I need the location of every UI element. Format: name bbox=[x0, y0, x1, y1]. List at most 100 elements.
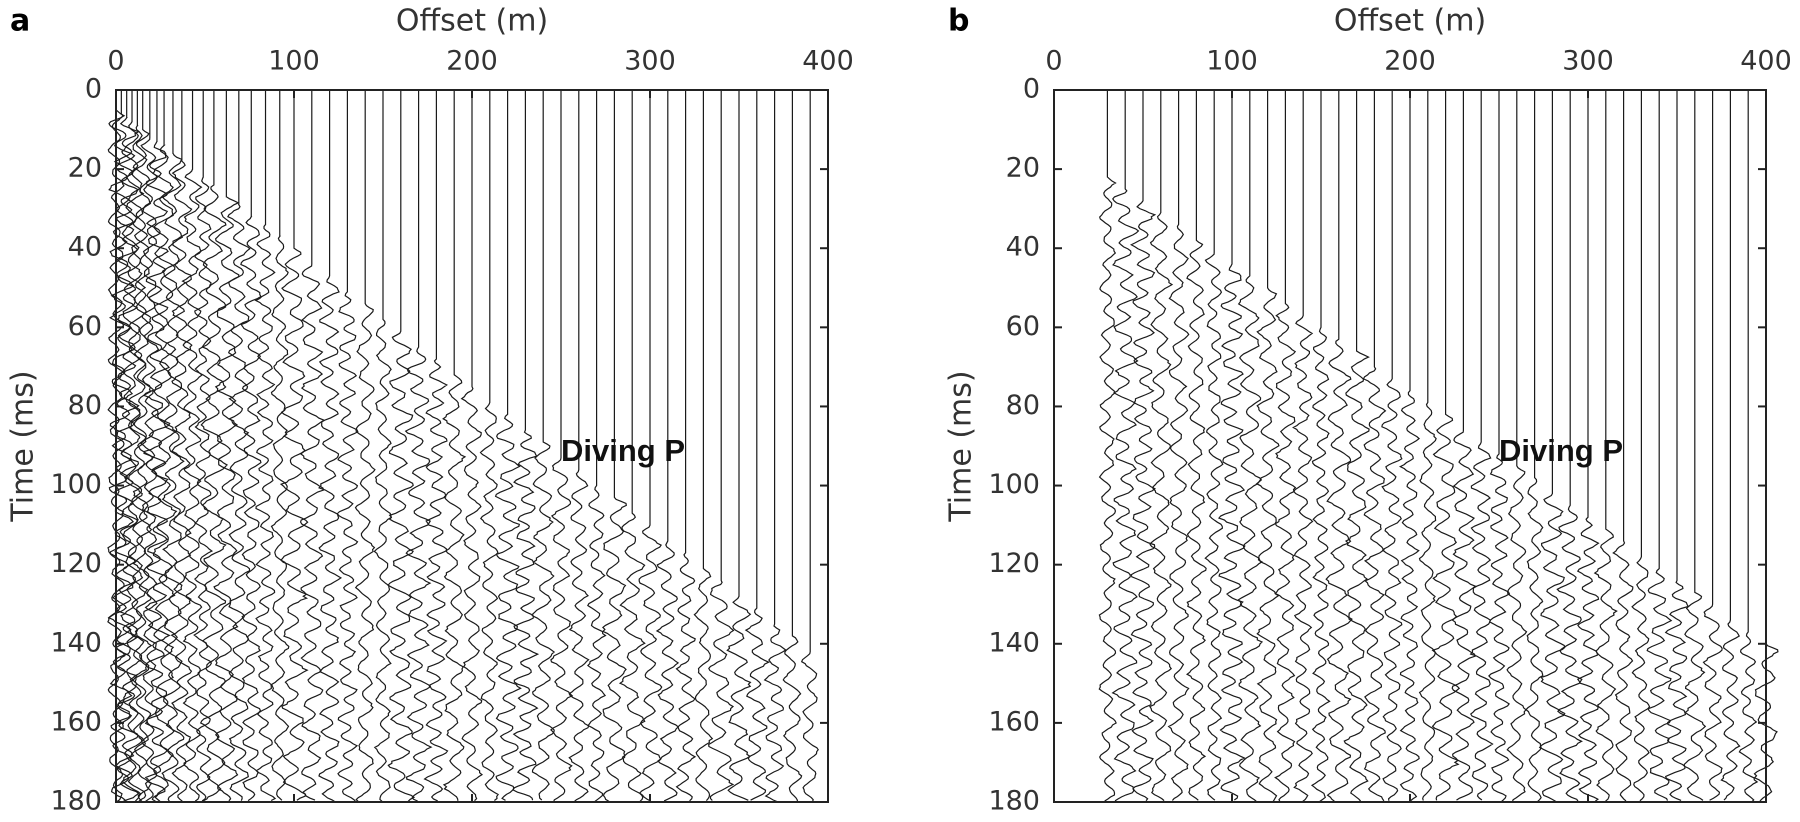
trace bbox=[107, 90, 126, 803]
trace bbox=[1631, 90, 1651, 802]
trace bbox=[1556, 90, 1583, 802]
trace bbox=[1362, 90, 1387, 802]
trace bbox=[1576, 90, 1600, 802]
trace bbox=[1292, 90, 1314, 802]
trace bbox=[1646, 90, 1673, 801]
trace bbox=[1217, 90, 1246, 801]
trace bbox=[1130, 90, 1157, 802]
y-tick-label: 140 bbox=[988, 627, 1040, 658]
y-tick-label: 120 bbox=[988, 548, 1040, 579]
annotation: Diving P bbox=[1499, 433, 1623, 468]
annotation: Diving P bbox=[561, 433, 685, 468]
x-axis-label: Offset (m) bbox=[396, 4, 548, 39]
trace bbox=[240, 90, 262, 802]
trace bbox=[1612, 90, 1634, 802]
trace bbox=[479, 90, 499, 801]
trace bbox=[782, 90, 803, 802]
trace bbox=[1274, 90, 1297, 802]
trace bbox=[423, 90, 449, 802]
x-tick-label: 400 bbox=[1740, 46, 1792, 77]
trace bbox=[161, 90, 186, 802]
trace bbox=[1702, 90, 1723, 801]
trace bbox=[1381, 90, 1403, 801]
trace bbox=[693, 90, 714, 802]
y-tick-label: 120 bbox=[50, 548, 102, 579]
trace bbox=[568, 90, 590, 803]
trace bbox=[193, 90, 214, 802]
y-tick-label: 20 bbox=[1006, 153, 1040, 184]
trace bbox=[113, 90, 140, 803]
panel-label: a bbox=[10, 4, 30, 39]
trace bbox=[387, 90, 416, 802]
trace bbox=[763, 90, 787, 803]
trace bbox=[531, 90, 556, 801]
y-tick-label: 0 bbox=[85, 74, 102, 105]
trace bbox=[213, 90, 240, 802]
trace bbox=[549, 90, 574, 803]
trace bbox=[404, 90, 433, 802]
trace bbox=[120, 90, 145, 803]
y-tick-label: 100 bbox=[50, 469, 102, 500]
trace bbox=[299, 90, 325, 801]
trace bbox=[726, 90, 752, 801]
trace bbox=[170, 90, 193, 802]
y-tick-label: 80 bbox=[1006, 390, 1040, 421]
trace bbox=[1398, 90, 1421, 802]
trace bbox=[270, 90, 290, 801]
x-tick-label: 300 bbox=[624, 46, 676, 77]
x-tick-label: 400 bbox=[802, 46, 854, 77]
y-tick-label: 0 bbox=[1023, 74, 1040, 105]
trace bbox=[354, 90, 376, 803]
trace bbox=[1683, 90, 1707, 801]
y-tick-label: 40 bbox=[68, 232, 102, 263]
trace bbox=[655, 90, 680, 802]
trace bbox=[1343, 90, 1370, 802]
trace bbox=[1325, 90, 1353, 802]
y-tick-label: 20 bbox=[68, 153, 102, 184]
trace bbox=[638, 90, 663, 802]
y-axis-label: Time (ms) bbox=[944, 370, 979, 522]
y-tick-label: 180 bbox=[988, 786, 1040, 817]
trace bbox=[1418, 90, 1437, 801]
trace bbox=[1469, 90, 1494, 801]
trace bbox=[744, 90, 771, 801]
trace bbox=[336, 90, 359, 803]
y-tick-label: 160 bbox=[988, 706, 1040, 737]
trace bbox=[151, 90, 178, 802]
trace bbox=[1525, 90, 1544, 803]
x-tick-label: 0 bbox=[1045, 46, 1062, 77]
trace bbox=[254, 90, 277, 802]
trace bbox=[279, 90, 309, 801]
x-tick-label: 200 bbox=[446, 46, 498, 77]
trace bbox=[1488, 90, 1511, 803]
x-tick-label: 100 bbox=[268, 46, 320, 77]
trace bbox=[199, 90, 228, 802]
trace bbox=[586, 90, 607, 803]
trace bbox=[227, 90, 251, 801]
trace bbox=[442, 90, 467, 801]
trace bbox=[1255, 90, 1280, 803]
trace bbox=[494, 90, 522, 801]
x-tick-label: 200 bbox=[1384, 46, 1436, 77]
trace bbox=[318, 90, 343, 803]
y-tick-label: 100 bbox=[988, 469, 1040, 500]
trace bbox=[708, 90, 735, 801]
y-tick-label: 40 bbox=[1006, 232, 1040, 263]
trace bbox=[1720, 90, 1741, 801]
x-tick-label: 300 bbox=[1562, 46, 1614, 77]
trace bbox=[142, 90, 171, 802]
trace bbox=[107, 90, 136, 803]
x-axis-label: Offset (m) bbox=[1334, 4, 1486, 39]
trace bbox=[1310, 90, 1331, 802]
y-tick-label: 160 bbox=[50, 706, 102, 737]
trace bbox=[618, 90, 646, 802]
trace bbox=[181, 90, 203, 802]
trace bbox=[800, 90, 819, 802]
trace bbox=[1431, 90, 1461, 801]
trace bbox=[675, 90, 697, 802]
trace bbox=[1149, 90, 1174, 802]
trace bbox=[512, 90, 540, 801]
panel-label: b bbox=[948, 4, 969, 39]
trace bbox=[1451, 90, 1477, 801]
